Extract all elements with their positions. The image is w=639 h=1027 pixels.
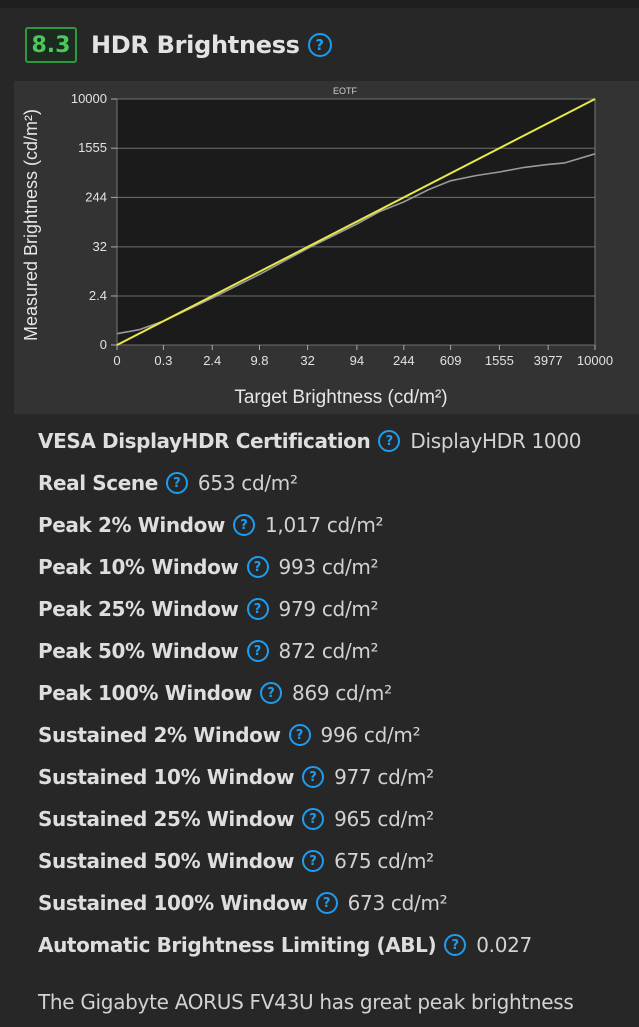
y-tick-label: 2.4 [89,288,107,303]
x-tick-label: 2.4 [203,353,221,368]
spec-row-peak-2: Peak 2% Window ? 1,017 cd/m² [38,504,581,546]
spec-row-sustained-10: Sustained 10% Window ? 977 cd/m² [38,756,581,798]
x-tick-label: 32 [300,353,314,368]
spec-label: Peak 100% Window [38,681,253,705]
spec-label: Sustained 25% Window [38,807,295,831]
question-circle-icon[interactable]: ? [302,850,325,872]
spec-label: Peak 50% Window [38,639,239,663]
x-tick-label: 0.3 [154,353,172,368]
grid-lines [117,98,595,346]
spec-value: 965 cd/m² [334,807,434,831]
chart-title: EOTF [333,86,358,96]
question-circle-icon[interactable]: ? [307,33,332,57]
spec-value: 977 cd/m² [334,765,434,789]
spec-label: Automatic Brightness Limiting (ABL) [38,933,437,957]
spec-row-sustained-100: Sustained 100% Window ? 673 cd/m² [38,882,581,924]
x-tick-label: 244 [393,353,415,368]
x-tick-label: 3977 [534,353,563,368]
chart-series [116,98,596,346]
section-title: HDR Brightness [91,31,300,59]
question-circle-icon[interactable]: ? [288,724,311,746]
question-circle-icon[interactable]: ? [444,934,467,956]
question-circle-icon[interactable]: ? [302,766,325,788]
question-circle-icon[interactable]: ? [260,682,283,704]
spec-label: Peak 10% Window [38,555,239,579]
x-tick-label: 10000 [577,353,613,368]
spec-rows: VESA DisplayHDR Certification ? DisplayH… [38,420,582,966]
spec-row-real-scene: Real Scene ? 653 cd/m² [38,462,581,504]
question-circle-icon[interactable]: ? [233,514,255,536]
spec-value: 979 cd/m² [278,597,379,621]
spec-value: 673 cd/m² [347,891,448,915]
spec-row-peak-50: Peak 50% Window ? 872 cd/m² [38,630,581,672]
y-tick-label: 1555 [78,140,107,155]
x-tick-label: 9.8 [250,353,268,368]
score-badge: 8.3 [25,27,77,63]
spec-label: Peak 2% Window [38,513,225,537]
question-circle-icon[interactable]: ? [246,556,269,578]
spec-value: 653 cd/m² [197,471,298,495]
spec-value: 0.027 [476,933,532,957]
spec-value: 996 cd/m² [320,723,421,747]
spec-row-peak-25: Peak 25% Window ? 979 cd/m² [38,588,581,630]
eotf-chart-svg: EOTF 0 2.4 32 244 1555 10000 0 0.3 2.4 9.8 32 94 24… [21,86,613,408]
question-circle-icon[interactable]: ? [165,472,188,494]
question-circle-icon[interactable]: ? [246,640,269,662]
x-axis-ticks: 0 0.3 2.4 9.8 32 94 244 609 1555 3977 10000 [113,345,613,368]
spec-row-peak-10: Peak 10% Window ? 993 cd/m² [38,546,581,588]
question-circle-icon[interactable]: ? [302,808,325,830]
section-header: 8.3 HDR Brightness ? [25,25,332,65]
spec-label: Sustained 50% Window [38,849,295,873]
spec-value: 869 cd/m² [292,681,392,705]
y-axis-ticks: 0 2.4 32 244 1555 10000 [71,91,117,352]
spec-label: Sustained 100% Window [38,891,308,915]
spec-label: VESA DisplayHDR Certification [38,429,371,453]
spec-value: 1,017 cd/m² [265,513,384,537]
spec-value: 872 cd/m² [278,639,379,663]
measured-eotf-line [116,153,596,335]
spec-row-sustained-50: Sustained 50% Window ? 675 cd/m² [38,840,581,882]
spec-row-vesa-certification: VESA DisplayHDR Certification ? DisplayH… [38,420,582,462]
spec-label: Peak 25% Window [38,597,239,621]
spec-label: Sustained 10% Window [38,765,295,789]
spec-label: Real Scene [38,471,158,495]
question-circle-icon[interactable]: ? [315,892,338,914]
y-tick-label: 244 [85,189,107,204]
spec-row-sustained-2: Sustained 2% Window ? 996 cd/m² [38,714,581,756]
x-axis-title: Target Brightness (cd/m²) [234,387,447,408]
y-tick-label: 0 [100,337,107,352]
spec-value: 675 cd/m² [334,849,434,873]
question-circle-icon[interactable]: ? [246,598,269,620]
spec-row-peak-100: Peak 100% Window ? 869 cd/m² [38,672,581,714]
y-tick-label: 32 [93,239,107,254]
target-eotf-line [116,98,596,346]
x-tick-label: 0 [113,353,120,368]
x-tick-label: 94 [350,353,364,368]
question-circle-icon[interactable]: ? [378,430,401,452]
summary-text: The Gigabyte AORUS FV43U has great peak … [38,990,574,1014]
x-tick-label: 609 [440,353,462,368]
top-strip [0,0,639,8]
spec-value: DisplayHDR 1000 [410,429,582,453]
spec-row-abl: Automatic Brightness Limiting (ABL) ? 0.… [38,924,581,966]
y-axis-title: Measured Brightness (cd/m²) [21,109,41,341]
spec-label: Sustained 2% Window [38,723,281,747]
x-tick-label: 1555 [485,353,514,368]
eotf-chart: EOTF 0 2.4 32 244 1555 10000 0 0.3 2.4 9.8 32 94 24… [14,81,639,414]
y-tick-label: 10000 [71,91,107,106]
spec-value: 993 cd/m² [278,555,379,579]
spec-row-sustained-25: Sustained 25% Window ? 965 cd/m² [38,798,581,840]
